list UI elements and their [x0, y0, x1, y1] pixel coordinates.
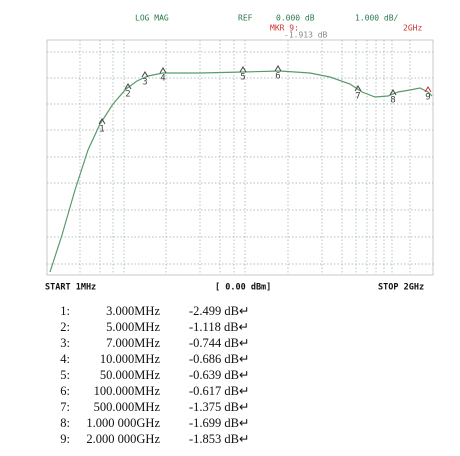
- scale: 1.000 dB/: [355, 14, 399, 23]
- marker-arrow: [124, 83, 132, 90]
- marker-arrow: [141, 71, 149, 78]
- marker-number: 4: [160, 74, 165, 84]
- start: START 1MHz: [45, 283, 96, 293]
- marker-freq: 2GHz: [403, 24, 422, 33]
- row-frequency: 10.000MHz: [100, 352, 161, 366]
- marker-table: 1: 3.000MHz -2.499 dB↵ 2: 5.000MHz -1.118 dB↵…: [60, 304, 249, 446]
- marker-number: 2: [125, 90, 130, 100]
- marker-label: MKR 9:: [270, 24, 299, 33]
- marker-arrow: [389, 89, 397, 96]
- row-index: 3:: [60, 336, 70, 350]
- marker-arrow: [354, 85, 362, 92]
- row-index: 7:: [60, 400, 70, 414]
- grid: [47, 40, 433, 275]
- marker-number: 6: [275, 72, 280, 82]
- row-index: 4:: [60, 352, 70, 366]
- row-frequency: 50.000MHz: [100, 368, 161, 382]
- row-index: 1:: [60, 304, 70, 318]
- marker-number: 9: [425, 93, 430, 103]
- marker-arrow: [98, 118, 106, 125]
- marker-arrow: [274, 65, 282, 72]
- marker-arrow: [239, 66, 247, 73]
- screen: [44, 12, 436, 292]
- row-index: 2:: [60, 320, 70, 334]
- row-value: -0.639 dB↵: [189, 368, 249, 382]
- row-value: -0.744 dB↵: [189, 336, 249, 350]
- ref-value: 0.000 dB: [276, 14, 315, 23]
- marker-value: -1.913 dB: [284, 31, 328, 40]
- format: LOG MAG: [135, 14, 169, 23]
- marker-number: 7: [355, 92, 360, 102]
- row-index: 6:: [60, 384, 70, 398]
- ref-label: REF: [238, 14, 253, 23]
- marker-number: 8: [390, 96, 395, 106]
- row-value: -1.118 dB↵: [189, 320, 249, 334]
- row-frequency: 5.000MHz: [106, 320, 160, 334]
- row-index: 9:: [60, 432, 70, 446]
- row-value: -1.853 dB↵: [189, 432, 249, 446]
- row-frequency: 100.000MHz: [94, 384, 161, 398]
- row-value: -1.699 dB↵: [189, 416, 249, 430]
- row-index: 8:: [60, 416, 70, 430]
- row-frequency: 1.000 000GHz: [86, 416, 160, 430]
- marker-number: 1: [99, 125, 104, 135]
- marker-number: 3: [142, 78, 147, 88]
- row-value: -2.499 dB↵: [189, 304, 249, 318]
- markers: 1 2 3 4 5 6 7 8 9: [98, 65, 432, 135]
- marker-number: 5: [240, 73, 245, 83]
- power: [ 0.00 dBm]: [215, 283, 271, 293]
- row-value: -0.617 dB↵: [189, 384, 249, 398]
- row-value: -1.375 dB↵: [189, 400, 249, 414]
- row-frequency: 7.000MHz: [106, 336, 160, 350]
- stop: STOP 2GHz: [378, 283, 424, 293]
- marker-arrow: [159, 67, 167, 74]
- trace: [49, 70, 433, 273]
- row-frequency: 3.000MHz: [106, 304, 160, 318]
- row-index: 5:: [60, 368, 70, 382]
- plot-frame: [46, 39, 434, 276]
- row-frequency: 2.000 000GHz: [86, 432, 160, 446]
- row-value: -0.686 dB↵: [189, 352, 249, 366]
- marker-arrow: [424, 86, 432, 93]
- row-frequency: 500.000MHz: [94, 400, 161, 414]
